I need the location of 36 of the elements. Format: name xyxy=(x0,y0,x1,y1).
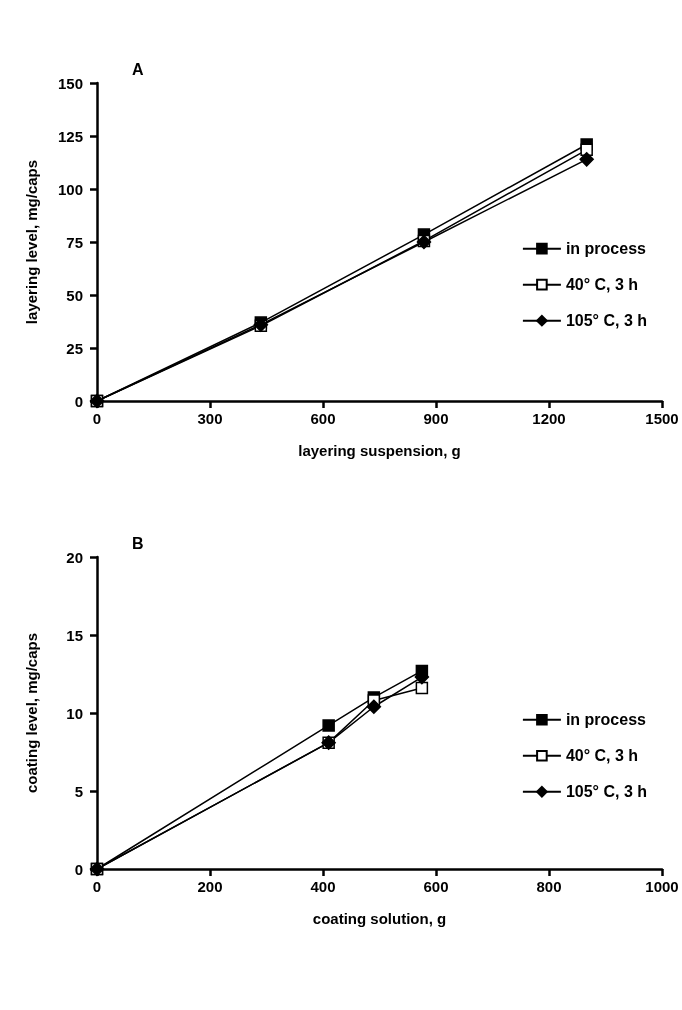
legend-label: in process xyxy=(565,711,647,729)
y-tick-label: 10 xyxy=(66,704,83,722)
x-axis-title: coating solution, g xyxy=(312,910,447,927)
text: A xyxy=(132,60,144,78)
y-tick-label: 0 xyxy=(74,392,83,410)
x-tick-label: 1200 xyxy=(532,410,566,427)
y-tick-label: 25 xyxy=(66,339,83,357)
x-tick-label: 900 xyxy=(423,410,449,427)
y-tick-label: 100 xyxy=(57,180,83,198)
y-tick-label: 125 xyxy=(57,127,83,145)
x-tick-label: 1500 xyxy=(645,410,679,427)
x-tick-label: 800 xyxy=(536,878,562,895)
y-tick-label: 0 xyxy=(74,860,83,878)
x-tick-label: 400 xyxy=(310,878,336,895)
y-tick-label: 15 xyxy=(66,626,83,644)
y-axis-title: coating level, mg/caps xyxy=(23,632,40,794)
x-tick-label: 600 xyxy=(423,878,449,895)
legend-label: 40° C, 3 h xyxy=(565,747,639,765)
x-tick-label: 0 xyxy=(92,878,102,895)
y-tick-label: 50 xyxy=(66,286,83,304)
x-tick-label: 0 xyxy=(92,410,102,427)
y-tick-label: 5 xyxy=(74,782,83,800)
y-tick-label: 20 xyxy=(66,548,83,566)
x-tick-label: 600 xyxy=(310,410,336,427)
legend-label: in process xyxy=(565,240,647,258)
legend-label: 105° C, 3 h xyxy=(565,312,648,330)
x-tick-label: 300 xyxy=(197,410,223,427)
x-tick-label: 200 xyxy=(197,878,223,895)
y-tick-label: 150 xyxy=(57,74,83,92)
x-tick-label: 1000 xyxy=(645,878,679,895)
y-axis-title: layering level, mg/caps xyxy=(23,159,40,325)
legend-label: 105° C, 3 h xyxy=(565,783,648,801)
x-axis-title: layering suspension, g xyxy=(298,442,461,459)
y-tick-label: 75 xyxy=(66,233,83,251)
text: B xyxy=(132,534,144,552)
legend-label: 40° C, 3 h xyxy=(565,276,639,294)
